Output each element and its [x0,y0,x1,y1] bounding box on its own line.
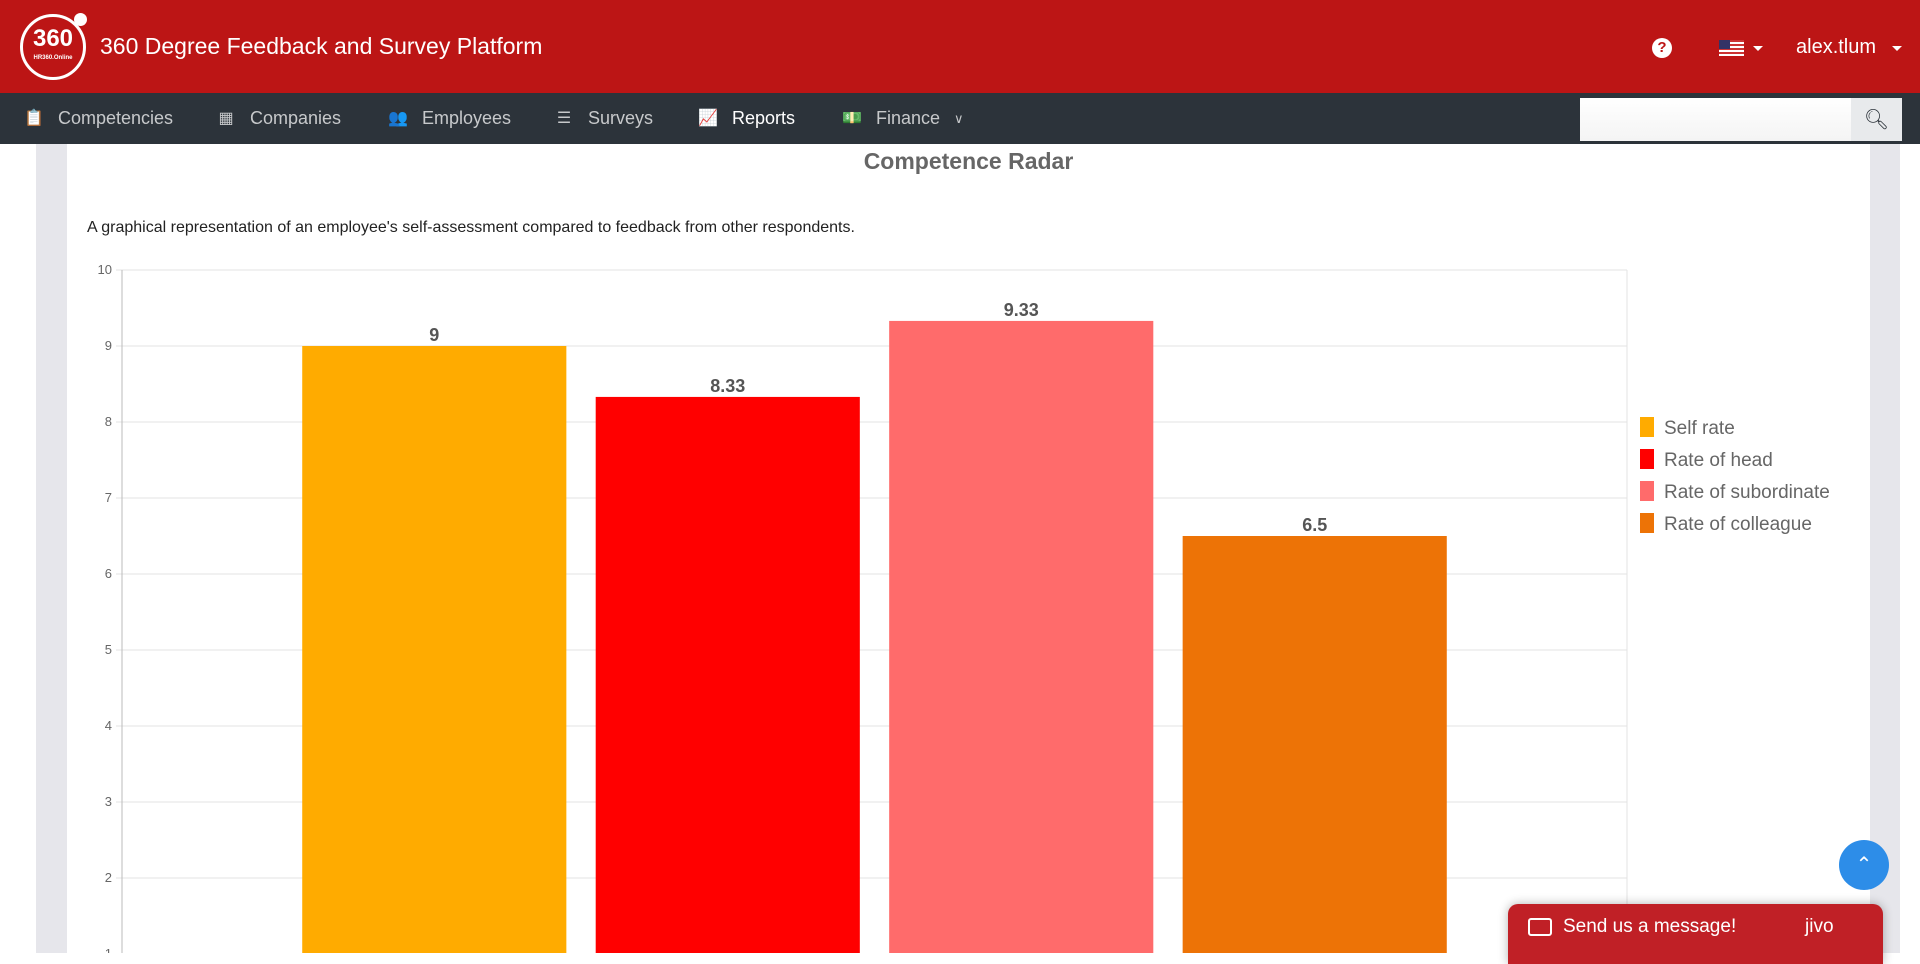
bar-rate-of-colleague [1182,536,1447,953]
envelope-icon [1528,918,1552,936]
y-tick-label: 9 [105,338,112,353]
users-icon: 👥 [388,110,408,127]
y-tick-label: 2 [105,870,112,885]
report-content: Competence Radar A graphical representat… [0,144,1920,953]
chat-widget[interactable]: Send us a message! jivo [1508,904,1883,964]
user-menu[interactable]: alex.tlum [1796,36,1877,58]
nav-label: Reports [732,108,796,128]
y-tick-label: 1 [105,946,112,953]
scroll-to-top-button[interactable]: ⌃ [1839,840,1889,890]
user-caret-icon[interactable] [1892,46,1902,51]
list-icon: ☰ [556,110,572,127]
chevron-down-icon: ∨ [954,111,964,126]
right-gutter [1870,144,1900,953]
data-label: 9.33 [1004,300,1039,320]
nav-reports[interactable]: 📈 Reports [698,93,795,144]
legend-swatch [1640,417,1654,437]
nav-label: Competencies [58,108,174,128]
y-tick-label: 4 [105,718,112,733]
logo-number: 360 [32,25,74,52]
y-tick-label: 5 [105,642,112,657]
logo-sub: HR360.Online [33,55,73,61]
nav-companies[interactable]: ▦ Companies [216,93,341,144]
nav-employees[interactable]: 👥 Employees [388,93,511,144]
left-gutter [36,144,67,953]
search-button[interactable]: 🔍︎ [1851,98,1902,141]
language-caret-icon[interactable] [1753,46,1763,51]
bar-rate-of-subordinate [889,320,1154,953]
question-circle-icon[interactable]: ? [1652,38,1672,58]
data-label: 6.5 [1302,515,1327,535]
nav-label: Finance [876,108,941,128]
search-icon: 🔍︎ [1863,109,1890,131]
clipboard-check-icon: 📋 [24,110,44,127]
logo[interactable]: 360 HR360.Online [20,13,87,80]
legend-label: Self rate [1664,418,1735,439]
nav-label: Companies [250,108,342,128]
nav-label: Employees [422,108,512,128]
chat-label: Send us a message! [1563,916,1737,937]
bar-rate-of-head [595,396,860,953]
bar-self-rate [302,346,567,953]
chart-description: A graphical representation of an employe… [87,219,855,236]
legend-swatch [1640,513,1654,533]
data-label: 9 [429,325,439,345]
y-tick-label: 6 [105,566,112,581]
chart-line-icon: 📈 [698,110,718,127]
legend-swatch [1640,449,1654,469]
logo-dot [74,13,87,26]
nav-surveys[interactable]: ☰ Surveys [554,93,653,144]
building-icon: ▦ [218,110,234,127]
legend-label: Rate of colleague [1664,514,1812,535]
y-tick-label: 10 [98,262,112,277]
nav-label: Surveys [588,108,654,128]
legend-label: Rate of head [1664,450,1773,471]
nav-finance[interactable]: 💵 Finance ∨ [842,93,964,144]
jivo-logo: jivo [1805,916,1834,937]
us-flag-icon[interactable] [1719,40,1744,56]
search-box: 🔍︎ [1580,98,1902,141]
nav-competencies[interactable]: 📋 Competencies [24,93,173,144]
y-tick-label: 8 [105,414,112,429]
y-tick-label: 3 [105,794,112,809]
top-header: 360 HR360.Online 360 Degree Feedback and … [0,0,1920,93]
legend-swatch [1640,481,1654,501]
bar-chart: 10 9 8 7 6 5 4 3 2 1 9 Self rate 8.33 Rate of head 9.3… [98,262,1830,953]
chevron-up-icon: ⌃ [1855,854,1873,876]
app-title: 360 Degree Feedback and Survey Platform [100,33,543,59]
chart-title: Competence Radar [863,148,1074,174]
data-label: 8.33 [710,376,745,396]
y-tick-label: 7 [105,490,112,505]
legend-label: Rate of subordinate [1664,482,1830,503]
search-input[interactable] [1580,98,1851,141]
money-bill-icon: 💵 [842,110,862,127]
